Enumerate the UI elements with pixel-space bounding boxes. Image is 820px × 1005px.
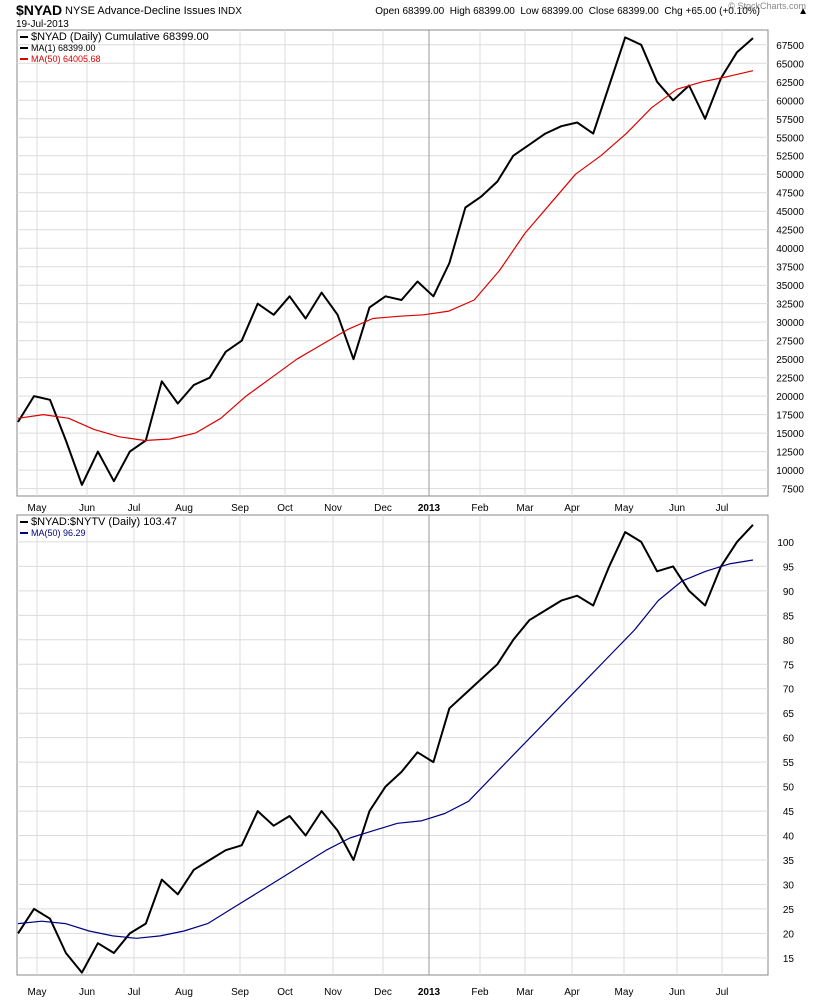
- y-tick-label: 30: [783, 880, 795, 891]
- y-tick-label: 47500: [776, 189, 804, 200]
- y-tick-label: 70: [783, 685, 795, 696]
- x-tick-label: Jul: [128, 503, 141, 514]
- legend-entry: MA(50) 96.29: [31, 528, 86, 538]
- plot-frame: [16, 29, 769, 497]
- y-tick-label: 60: [783, 734, 795, 745]
- x-tick-label: Sep: [231, 503, 249, 514]
- y-tick-label: 10000: [776, 466, 804, 477]
- x-tick-label: May: [28, 503, 47, 514]
- y-tick-label: 50000: [776, 170, 804, 181]
- y-tick-label: 15: [783, 954, 795, 965]
- x-tick-label: Aug: [175, 987, 193, 998]
- x-tick-label: Jul: [128, 987, 141, 998]
- y-tick-label: 95: [783, 562, 795, 573]
- y-tick-label: 45: [783, 807, 795, 818]
- x-tick-label: Jun: [79, 503, 95, 514]
- y-tick-label: 52500: [776, 152, 804, 163]
- x-tick-label: Feb: [471, 987, 489, 998]
- y-tick-label: 27500: [776, 337, 804, 348]
- x-tick-label: 2013: [418, 987, 441, 998]
- y-tick-label: 7500: [782, 485, 805, 496]
- y-tick-label: 65000: [776, 59, 804, 70]
- x-tick-label: May: [615, 987, 634, 998]
- x-tick-label: Jul: [716, 503, 729, 514]
- y-tick-label: 57500: [776, 115, 804, 126]
- x-tick-label: Aug: [175, 503, 193, 514]
- moving-average-line: [17, 70, 754, 442]
- chg-up-icon: ▲: [798, 6, 808, 17]
- exchange-label: INDX: [218, 6, 242, 17]
- x-tick-label: Jul: [716, 987, 729, 998]
- y-tick-label: 42500: [776, 226, 804, 237]
- legend-entry: $NYAD:$NYTV (Daily) 103.47: [31, 516, 177, 528]
- x-tick-label: Apr: [564, 987, 580, 998]
- y-tick-label: 45000: [776, 207, 804, 218]
- y-tick-label: 30000: [776, 318, 804, 329]
- y-tick-label: 85: [783, 611, 795, 622]
- x-tick-label: Jun: [669, 987, 685, 998]
- x-tick-label: Jun: [79, 987, 95, 998]
- x-tick-label: 2013: [418, 503, 441, 514]
- legend-entry: MA(50) 64005.68: [31, 54, 101, 64]
- y-tick-label: 17500: [776, 411, 804, 422]
- y-tick-label: 100: [777, 538, 794, 549]
- y-tick-label: 50: [783, 783, 795, 794]
- x-tick-label: Oct: [277, 987, 293, 998]
- y-tick-label: 32500: [776, 300, 804, 311]
- x-tick-label: May: [615, 503, 634, 514]
- y-tick-label: 25000: [776, 355, 804, 366]
- price-line: [17, 524, 754, 974]
- stockcharts-watermark: © StockCharts.com: [728, 1, 806, 11]
- quote-summary: Open 68399.00 High 68399.00 Low 68399.00…: [375, 6, 760, 17]
- symbol-title: $NYAD: [16, 2, 62, 18]
- y-tick-label: 35000: [776, 281, 804, 292]
- x-tick-label: Apr: [564, 503, 580, 514]
- legend-entry: MA(1) 68399.00: [31, 43, 96, 53]
- x-tick-label: Jun: [669, 503, 685, 514]
- y-tick-label: 67500: [776, 41, 804, 52]
- y-tick-label: 65: [783, 709, 795, 720]
- advance-decline-panel: 7500 10000 12500 15000 17500 20000 22500 25000 2…: [16, 29, 805, 514]
- x-tick-label: Oct: [277, 503, 293, 514]
- y-tick-label: 55: [783, 758, 795, 769]
- price-line: [17, 36, 754, 486]
- y-tick-label: 60000: [776, 96, 804, 107]
- y-tick-label: 12500: [776, 448, 804, 459]
- x-tick-label: Mar: [516, 503, 534, 514]
- y-tick-label: 40: [783, 832, 795, 843]
- y-tick-label: 90: [783, 587, 795, 598]
- chart-date: 19-Jul-2013: [16, 19, 69, 30]
- y-tick-label: 80: [783, 636, 795, 647]
- y-tick-label: 25: [783, 905, 795, 916]
- y-tick-label: 55000: [776, 133, 804, 144]
- y-tick-label: 15000: [776, 429, 804, 440]
- plot-frame: [16, 514, 769, 976]
- x-tick-label: Nov: [324, 503, 342, 514]
- x-tick-label: May: [28, 987, 47, 998]
- x-tick-label: Dec: [374, 987, 392, 998]
- x-tick-label: Mar: [516, 987, 534, 998]
- moving-average-line: [17, 559, 754, 939]
- y-tick-label: 62500: [776, 78, 804, 89]
- symbol-description: NYSE Advance-Decline Issues: [65, 5, 216, 17]
- x-tick-label: Sep: [231, 987, 249, 998]
- y-tick-label: 35: [783, 856, 795, 867]
- y-tick-label: 40000: [776, 244, 804, 255]
- y-tick-label: 22500: [776, 374, 804, 385]
- x-tick-label: Dec: [374, 503, 392, 514]
- y-tick-label: 75: [783, 660, 795, 671]
- y-tick-label: 20000: [776, 392, 804, 403]
- y-tick-label: 37500: [776, 263, 804, 274]
- legend-entry: $NYAD (Daily) Cumulative 68399.00: [31, 31, 209, 43]
- y-tick-label: 20: [783, 929, 795, 940]
- ad-volume-ratio-panel: 15 20 25 30 35 40 45 50 55 60 65 70 75 80 85 90 95 100 May…: [16, 514, 795, 998]
- x-tick-label: Nov: [324, 987, 342, 998]
- x-tick-label: Feb: [471, 503, 489, 514]
